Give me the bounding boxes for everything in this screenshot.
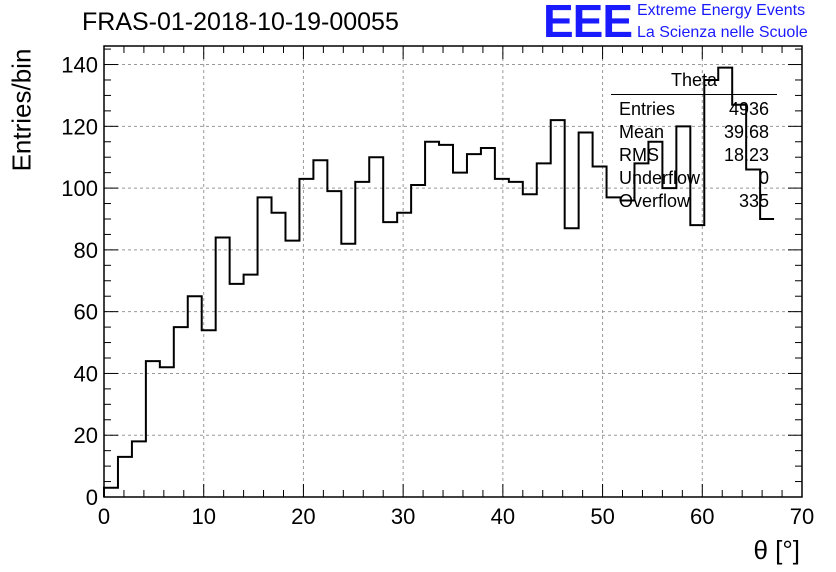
logo-caption-line1: Extreme Energy Events	[637, 2, 806, 19]
histogram-bin	[746, 170, 760, 497]
y-tick-label: 60	[74, 300, 98, 325]
stats-row-mean: Mean 39.68	[611, 121, 777, 144]
x-tick-label: 60	[690, 504, 714, 529]
x-axis-label: θ [°]	[753, 535, 800, 565]
histogram-bin	[132, 441, 146, 497]
x-tick-label: 10	[191, 504, 215, 529]
histogram-bin	[313, 160, 327, 497]
stats-value: 4936	[728, 99, 769, 119]
stats-row-entries: Entries 4936	[611, 98, 777, 121]
histogram-bin	[327, 191, 341, 497]
histogram-bin	[355, 182, 369, 497]
y-axis-label: Entries/bin	[6, 48, 37, 172]
y-tick-label: 20	[74, 423, 98, 448]
histogram-bin	[258, 197, 272, 497]
histogram-bin	[230, 284, 244, 497]
y-tick-label: 140	[61, 53, 98, 78]
stats-label: RMS	[619, 145, 659, 165]
histogram-bin	[118, 457, 132, 497]
histogram-bin	[607, 197, 621, 497]
histogram-bin	[174, 327, 188, 497]
x-tick-label: 30	[391, 504, 415, 529]
stats-row-underflow: Underflow 0	[611, 167, 777, 190]
y-tick-label: 120	[61, 114, 98, 139]
histogram-bin	[160, 367, 174, 497]
stats-label: Overflow	[619, 191, 691, 211]
y-tick-label: 40	[74, 361, 98, 386]
stats-value: 0	[758, 168, 769, 188]
histogram-bin	[481, 148, 495, 497]
x-tick-label: 20	[291, 504, 315, 529]
histogram-bin	[272, 213, 286, 497]
histogram-bin	[537, 163, 551, 497]
stats-label: Entries	[619, 99, 676, 119]
histogram-bin	[579, 132, 593, 497]
histogram-bin	[593, 166, 607, 497]
stats-title: Theta	[670, 70, 718, 90]
stats-value: 39.68	[723, 122, 769, 142]
histogram-bin	[188, 296, 202, 497]
histogram-bin	[341, 244, 355, 497]
stats-label: Mean	[619, 122, 665, 142]
histogram-bin	[565, 228, 579, 497]
histogram-bin	[760, 219, 774, 497]
histogram-bin	[662, 188, 676, 497]
histogram-bin	[467, 154, 481, 497]
y-tick-label: 80	[74, 238, 98, 263]
stats-row-overflow: Overflow 335	[611, 190, 777, 213]
histogram-bin	[523, 194, 537, 497]
histogram-bin	[146, 361, 160, 497]
histogram-bin	[495, 179, 509, 497]
histogram-bin	[397, 213, 411, 497]
stats-value: 335	[738, 191, 769, 211]
histogram-bin	[453, 173, 467, 497]
x-tick-label: 40	[491, 504, 515, 529]
y-tick-label: 0	[86, 485, 98, 510]
x-tick-label: 70	[790, 504, 814, 529]
histogram-bin	[509, 182, 523, 497]
histogram-bin	[285, 241, 299, 497]
stats-box: Theta Entries 4936 Mean 39.68 RMS 18.23 Und…	[611, 70, 777, 213]
run-title: FRAS-01-2018-10-19-00055	[82, 8, 399, 36]
histogram-outline	[103, 66, 775, 497]
x-tick-label: 50	[590, 504, 614, 529]
histogram-bin	[216, 238, 230, 497]
histogram-bin	[551, 120, 565, 497]
histogram-bin	[369, 157, 383, 497]
x-tick-label: 0	[98, 504, 110, 529]
histogram-bin	[104, 488, 118, 497]
histogram-bin	[425, 142, 439, 497]
stats-value: 18.23	[723, 145, 769, 165]
plot-frame	[103, 45, 803, 498]
eee-logo: EEE	[543, 0, 633, 47]
y-tick-label: 100	[61, 176, 98, 201]
histogram-bin	[621, 200, 635, 497]
stats-row-rms: RMS 18.23	[611, 144, 777, 167]
histogram-bin	[411, 185, 425, 497]
histogram-bin	[439, 145, 453, 497]
histogram-bin	[244, 275, 258, 497]
histogram-bin	[383, 222, 397, 497]
stats-label: Underflow	[619, 168, 701, 188]
histogram-bin	[634, 163, 648, 497]
stats-divider	[611, 94, 777, 95]
histogram-bin	[299, 179, 313, 497]
logo-caption-line2: La Scienza nelle Scuole	[637, 24, 808, 41]
